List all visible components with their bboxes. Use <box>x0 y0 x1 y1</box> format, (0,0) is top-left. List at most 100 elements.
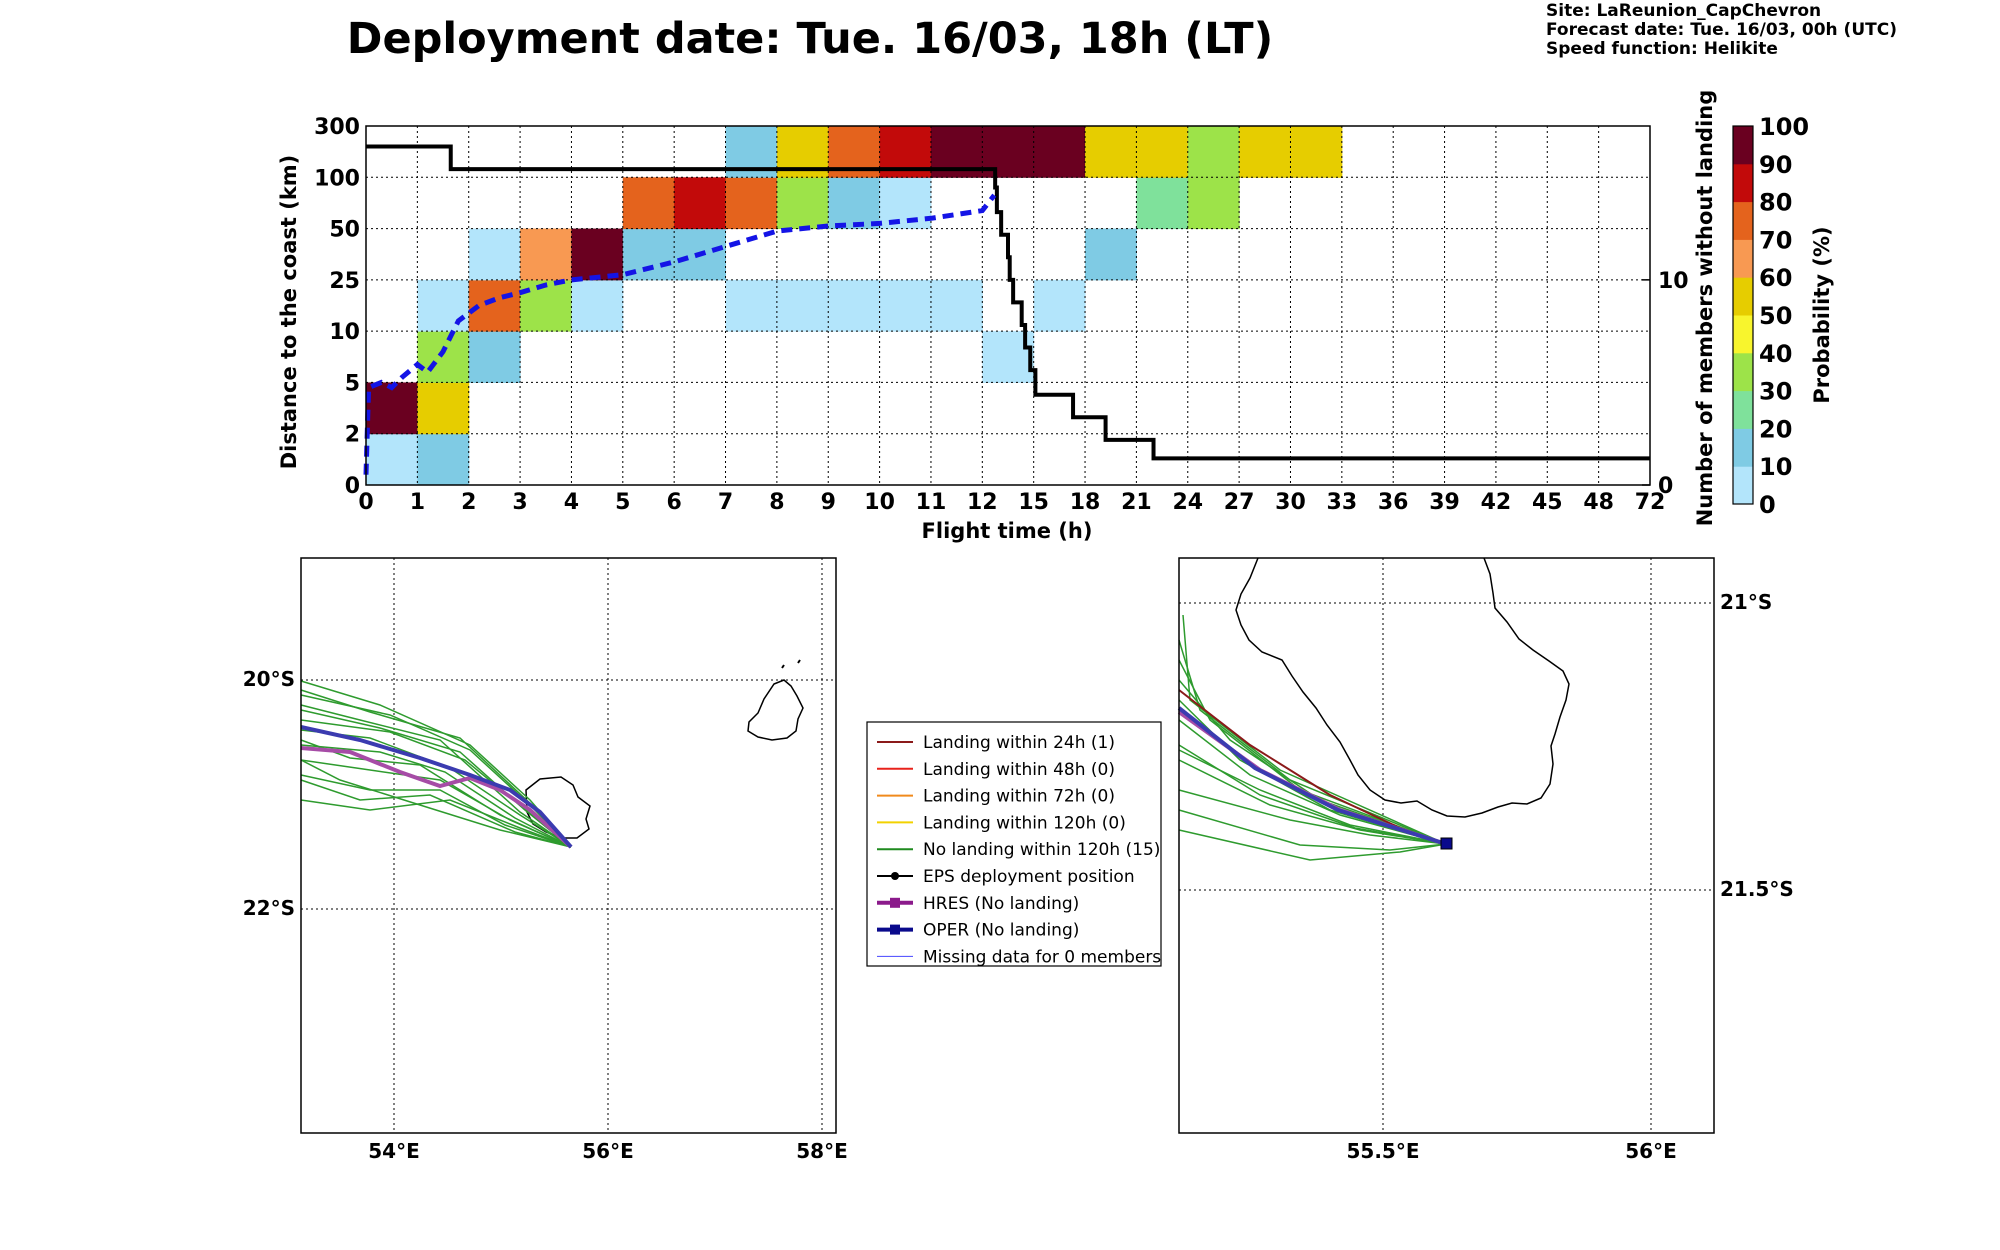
x-tick-label: 27 <box>1224 490 1255 515</box>
x-tick-label: 9 <box>821 490 836 515</box>
colorbar-segment <box>1733 390 1753 429</box>
heatmap-grid <box>366 126 1650 485</box>
heatmap-cell <box>1033 126 1086 178</box>
colorbar-label: Probability (%) <box>1810 226 1834 403</box>
colorbar-segment <box>1733 315 1753 354</box>
heatmap-cell <box>725 279 778 332</box>
x-axis-label: Flight time (h) <box>922 519 1093 543</box>
x-tick-label: 4 <box>564 490 579 515</box>
heatmap-cell <box>1085 126 1137 178</box>
colorbar-tick-label: 10 <box>1759 453 1792 481</box>
heatmap-cell <box>366 433 418 486</box>
heatmap-cells <box>366 126 1343 486</box>
oper-trajectory <box>1177 706 1447 846</box>
mauritius-island-outline <box>747 679 804 741</box>
colorbar-tick-label: 30 <box>1759 378 1792 406</box>
forecast-date: Forecast date: Tue. 16/03, 00h (UTC) <box>1546 20 1897 40</box>
x-tick-label: 15 <box>1018 490 1049 515</box>
ensemble-trajectory <box>300 759 572 848</box>
colorbar-tick-label: 40 <box>1759 340 1792 368</box>
heatmap-cell <box>930 279 983 332</box>
ensemble-trajectory <box>300 744 572 848</box>
heatmap-frame <box>365 125 1651 486</box>
speed-function: Speed function: Helikite <box>1546 39 1778 59</box>
reunion-coast-detail <box>1235 557 1570 818</box>
heatmap-cell <box>520 228 572 281</box>
heatmap-cell <box>776 279 829 332</box>
y-tick-label: 50 <box>329 218 360 243</box>
heatmap-cell <box>776 177 829 230</box>
heatmap-cell <box>674 177 727 230</box>
heatmap-cell <box>1187 177 1240 230</box>
ensemble-trajectory <box>1178 829 1447 861</box>
colorbar-segment <box>1733 126 1753 165</box>
legend-label: No landing within 120h (15) <box>923 840 1160 860</box>
heatmap-cell <box>468 331 521 383</box>
x-tick-label: 21 <box>1121 490 1152 515</box>
heatmap-cell <box>1085 228 1137 281</box>
colorbar-segment <box>1733 163 1753 203</box>
right-map: 55.5°E 56°E 21°S 21.5°S <box>1177 557 1794 1163</box>
colorbar-ticks: 0 10 20 30 40 50 60 70 80 90 100 <box>1759 113 1809 519</box>
heatmap-cell <box>1136 126 1189 178</box>
left-map-xtick: 56°E <box>582 1139 634 1163</box>
members-without-landing-line <box>366 144 1650 461</box>
x-tick-label: 11 <box>916 490 947 515</box>
legend-label: Landing within 72h (0) <box>923 787 1115 807</box>
colorbar-segment <box>1733 352 1753 392</box>
heatmap-cell <box>725 177 778 230</box>
ensemble-trajectory <box>1178 719 1447 845</box>
colorbar-tick-label: 70 <box>1759 226 1792 254</box>
legend-marker <box>890 924 900 935</box>
colorbar-segment <box>1733 239 1753 278</box>
left-map-ytick: 22°S <box>243 896 295 920</box>
ensemble-trajectory <box>300 779 572 848</box>
ensemble-trajectory <box>300 704 572 848</box>
legend-label: HRES (No landing) <box>923 894 1079 914</box>
left-map-trajectories <box>300 680 573 849</box>
right-map-xtick: 55.5°E <box>1346 1139 1419 1163</box>
y-tick-label: 5 <box>345 371 360 396</box>
heatmap-cell <box>879 279 932 332</box>
heatmap-cell <box>366 382 418 435</box>
heatmap-cell <box>1290 126 1343 178</box>
ensemble-trajectory <box>1178 809 1447 851</box>
hres-trajectory <box>300 746 573 849</box>
x-tick-label: 5 <box>615 490 630 515</box>
colorbar-tick-label: 80 <box>1759 189 1792 217</box>
legend-marker <box>891 872 899 880</box>
right-map-ytick: 21.5°S <box>1720 877 1794 901</box>
colorbar-segment <box>1733 428 1753 467</box>
right-map-ytick: 21°S <box>1720 590 1772 614</box>
ensemble-trajectory <box>300 799 572 848</box>
legend-label: Landing within 120h (0) <box>923 813 1126 833</box>
ensemble-trajectory <box>300 774 572 848</box>
x-tick-label: 30 <box>1275 490 1306 515</box>
heatmap-cell <box>468 228 521 281</box>
legend-label: Landing within 24h (1) <box>923 733 1115 753</box>
legend-label: OPER (No landing) <box>923 921 1079 941</box>
colorbar-tick-label: 50 <box>1759 302 1792 330</box>
chart-title: Deployment date: Tue. 16/03, 18h (LT) <box>346 14 1274 64</box>
legend-label: Missing data for 0 members <box>923 947 1161 967</box>
x-tick-label: 7 <box>718 490 733 515</box>
colorbar-frame <box>1732 125 1754 505</box>
colorbar-tick-label: 20 <box>1759 415 1792 443</box>
heatmap-cell <box>828 177 881 230</box>
heatmap-cell <box>1239 126 1291 178</box>
x-tick-label: 2 <box>461 490 476 515</box>
x-tick-label: 48 <box>1583 490 1614 515</box>
x-tick-label: 24 <box>1172 490 1203 515</box>
left-map-xtick: 54°E <box>368 1139 420 1163</box>
colorbar-tick-label: 100 <box>1759 113 1809 141</box>
x-tick-label: 36 <box>1378 490 1409 515</box>
heatmap-cell <box>1187 126 1240 178</box>
x-tick-label: 42 <box>1481 490 1512 515</box>
heatmap-y2-ticks: 0 10 <box>1642 269 1689 499</box>
legend-marker <box>890 897 900 908</box>
colorbar <box>1733 126 1753 505</box>
deployment-position-marker <box>1440 837 1453 850</box>
island-dot <box>781 659 801 669</box>
colorbar-tick-label: 60 <box>1759 264 1792 292</box>
median-distance-line <box>363 193 997 475</box>
